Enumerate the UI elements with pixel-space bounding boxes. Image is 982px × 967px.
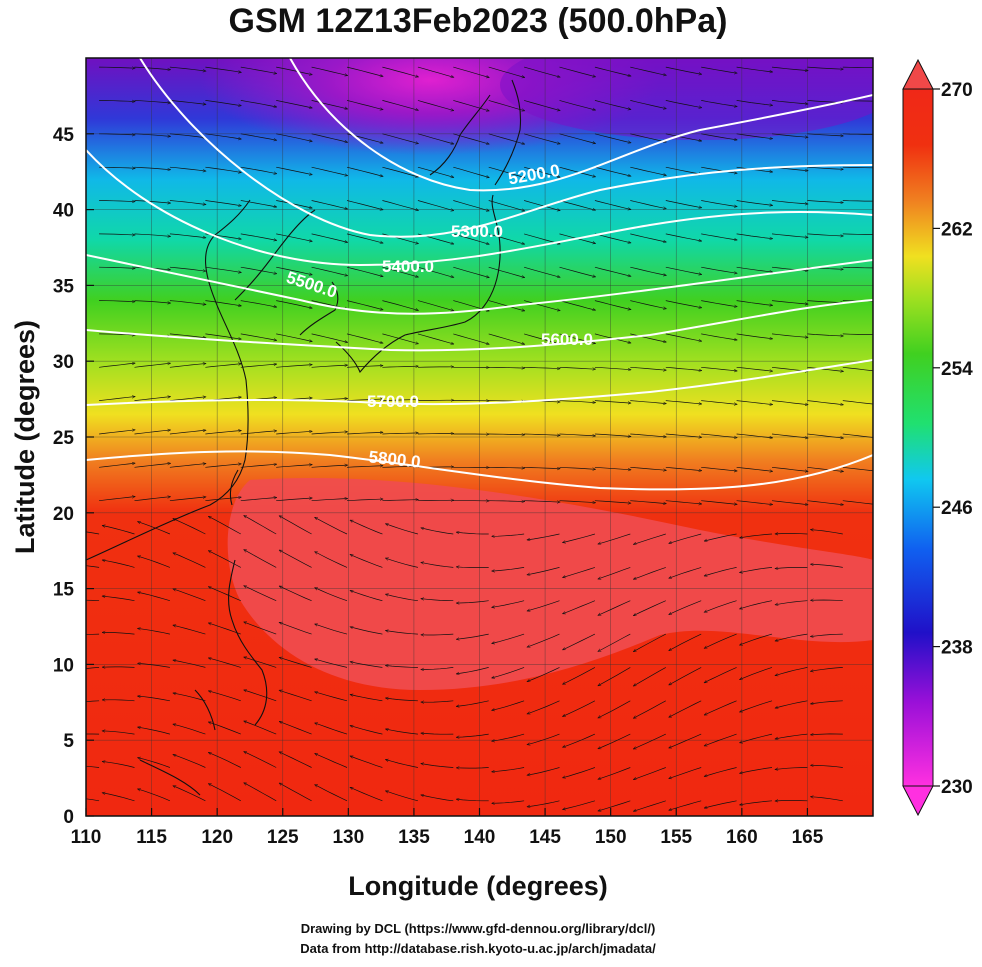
colorbar-tick-label: 270 bbox=[941, 80, 973, 101]
streamline bbox=[418, 434, 454, 435]
colorbar-tick-label: 238 bbox=[941, 638, 973, 659]
colorbar-ticks: 230 238 246 254 262 270 bbox=[933, 80, 973, 798]
x-tick-label: 130 bbox=[332, 827, 364, 848]
y-tick-label: 0 bbox=[63, 807, 74, 828]
contour-label: 5700.0 bbox=[367, 392, 419, 411]
x-tick-label: 125 bbox=[267, 827, 299, 848]
x-tick-label: 165 bbox=[792, 827, 824, 848]
x-tick-label: 120 bbox=[201, 827, 233, 848]
y-tick-label: 10 bbox=[53, 655, 74, 676]
x-tick-label: 115 bbox=[136, 827, 167, 848]
x-tick-label: 155 bbox=[660, 827, 692, 848]
x-tick-label: 135 bbox=[398, 827, 430, 848]
contour-label: 5300.0 bbox=[451, 222, 503, 241]
y-tick-label: 45 bbox=[53, 125, 75, 146]
streamline bbox=[418, 367, 454, 368]
contour-label: 5600.0 bbox=[541, 330, 593, 349]
x-tick-label: 160 bbox=[726, 827, 758, 848]
plot-area: 5200.05300.05400.05500.05600.05700.05800… bbox=[67, 5, 900, 816]
credit-line-2: Data from http://database.rish.kyoto-u.a… bbox=[300, 941, 656, 956]
x-tick-label: 145 bbox=[529, 827, 561, 848]
y-tick-label: 5 bbox=[63, 731, 74, 752]
y-tick-label: 40 bbox=[53, 201, 74, 222]
cold-core-east bbox=[500, 30, 900, 140]
colorbar-bottom-arrow bbox=[903, 786, 933, 815]
y-axis-label: Latitude (degrees) bbox=[10, 320, 40, 554]
colorbar-tick-label: 254 bbox=[941, 359, 973, 380]
y-tick-label: 30 bbox=[53, 352, 74, 373]
y-tick-label: 20 bbox=[53, 504, 74, 525]
y-tick-label: 35 bbox=[53, 276, 75, 297]
x-tick-label: 140 bbox=[464, 827, 496, 848]
colorbar-tick-label: 246 bbox=[941, 498, 973, 519]
x-tick-label: 150 bbox=[595, 827, 627, 848]
colorbar-body bbox=[903, 89, 933, 786]
map-title: GSM 12Z13Feb2023 (500.0hPa) bbox=[229, 2, 728, 40]
colorbar: 230 238 246 254 262 270 bbox=[903, 60, 973, 815]
colorbar-top-arrow bbox=[903, 60, 933, 89]
y-tick-label: 15 bbox=[53, 580, 75, 601]
colorbar-tick-label: 262 bbox=[941, 219, 973, 240]
x-axis-label: Longitude (degrees) bbox=[348, 871, 608, 901]
streamline bbox=[418, 500, 454, 501]
colorbar-tick-label: 230 bbox=[941, 777, 973, 798]
y-tick-label: 25 bbox=[53, 428, 75, 449]
credit-line-1: Drawing by DCL (https://www.gfd-dennou.o… bbox=[301, 921, 656, 936]
x-tick-label: 110 bbox=[71, 827, 102, 848]
contour-label: 5400.0 bbox=[382, 257, 434, 276]
